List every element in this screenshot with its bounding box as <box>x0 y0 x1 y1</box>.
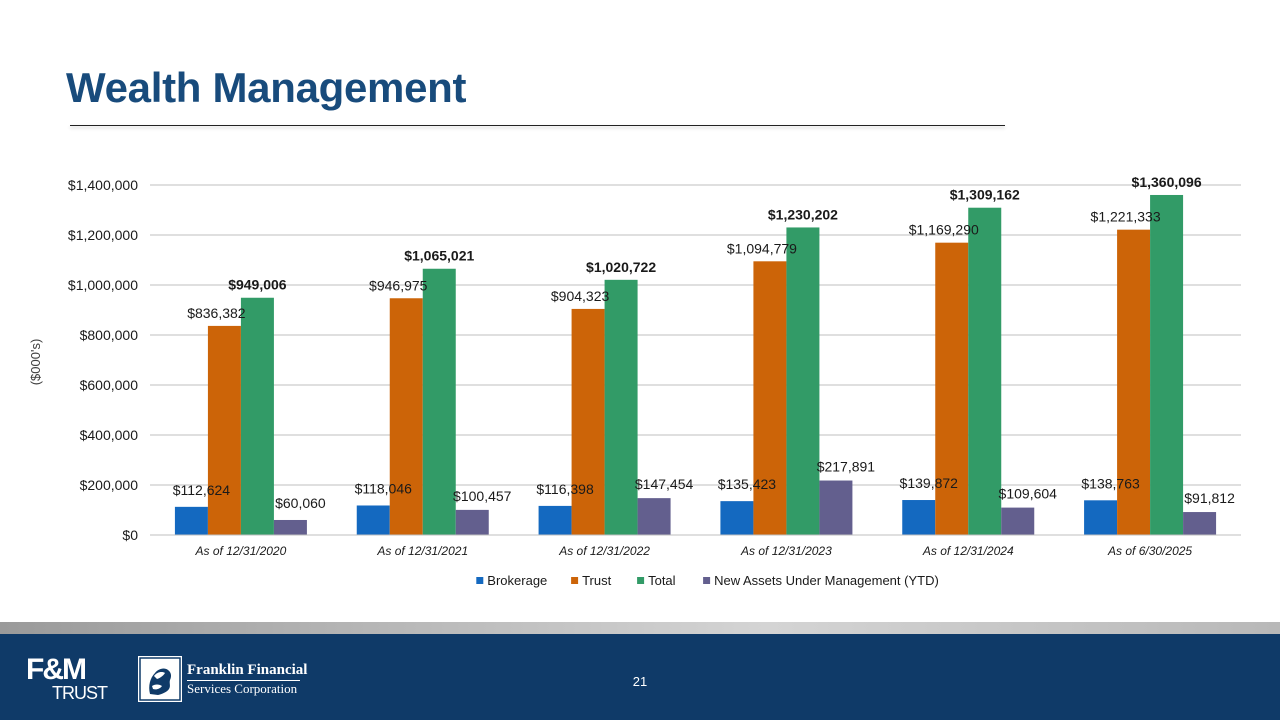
fm-logo-top: F&M <box>26 653 87 686</box>
bar-trust <box>207 325 241 535</box>
legend-label-trust: Trust <box>582 573 612 588</box>
y-tick-label: $1,000,000 <box>68 277 138 293</box>
data-label-trust: $946,975 <box>369 277 428 293</box>
legend: Brokerage Trust Total New Assets Under Mana… <box>476 573 939 588</box>
y-tick-label: $600,000 <box>80 377 139 393</box>
legend-label-total: Total <box>648 573 676 588</box>
legend-label-new-assets-under-management-ytd: New Assets Under Management (YTD) <box>714 573 939 588</box>
data-label-new-assets-under-management-ytd: $91,812 <box>1184 490 1235 506</box>
franklin-logo-rule <box>187 680 300 681</box>
data-label-total: $1,360,096 <box>1132 174 1202 190</box>
data-label-new-assets-under-management-ytd: $217,891 <box>817 459 876 475</box>
data-label-new-assets-under-management-ytd: $60,060 <box>275 495 326 511</box>
legend-swatch-trust <box>571 577 579 584</box>
data-label-new-assets-under-management-ytd: $147,454 <box>635 476 694 492</box>
bar-new-assets-under-management-ytd <box>455 509 489 535</box>
bar-brokerage <box>356 505 390 535</box>
data-label-trust: $1,094,779 <box>727 240 797 256</box>
data-label-brokerage: $139,872 <box>900 475 959 491</box>
footer-band <box>0 622 1280 634</box>
y-axis-title: ($000's) <box>28 339 43 386</box>
bar-brokerage <box>174 506 208 535</box>
bar-brokerage <box>538 505 572 535</box>
bar-total <box>240 297 274 535</box>
page-title: Wealth Management <box>66 64 467 111</box>
data-label-brokerage: $118,046 <box>355 480 413 496</box>
data-label-total: $1,020,722 <box>586 259 656 275</box>
bar-total <box>1150 194 1184 535</box>
page-number: 21 <box>632 674 648 689</box>
bar-brokerage <box>720 501 754 535</box>
bar-new-assets-under-management-ytd <box>637 498 671 535</box>
data-label-brokerage: $138,763 <box>1081 475 1140 491</box>
data-label-brokerage: $112,624 <box>173 482 231 498</box>
franklin-financial-subtitle: Services Corporation <box>187 681 298 696</box>
franklin-emblem-icon <box>138 656 182 702</box>
data-label-total: $949,006 <box>228 277 287 293</box>
bar-total <box>604 279 638 535</box>
x-tick-label: As of 12/31/2022 <box>558 544 650 558</box>
y-tick-label: $200,000 <box>80 477 139 493</box>
fm-trust-logo: F&M TRUST <box>26 653 116 703</box>
x-tick-label: As of 12/31/2020 <box>195 544 287 558</box>
data-label-trust: $1,169,290 <box>909 222 979 238</box>
bar-trust <box>935 242 969 536</box>
y-tick-label: $0 <box>122 527 138 543</box>
x-tick-label: As of 12/31/2023 <box>740 544 832 558</box>
franklin-financial-logo: Franklin Financial Services Corporation <box>187 662 307 696</box>
bar-new-assets-under-management-ytd <box>819 480 853 535</box>
y-tick-label: $1,400,000 <box>68 177 138 193</box>
y-tick-label: $1,200,000 <box>68 227 138 243</box>
bar-brokerage <box>902 500 936 535</box>
legend-swatch-new-assets-under-management-ytd <box>703 577 711 584</box>
data-label-trust: $904,323 <box>551 288 610 304</box>
data-label-total: $1,309,162 <box>950 187 1020 203</box>
data-label-total: $1,230,202 <box>768 206 838 222</box>
x-tick-label: As of 6/30/2025 <box>1107 544 1192 558</box>
data-label-trust: $1,221,333 <box>1091 209 1161 225</box>
bar-brokerage <box>1084 500 1118 535</box>
data-label-trust: $836,382 <box>187 305 246 321</box>
franklin-financial-name: Franklin Financial <box>187 662 308 678</box>
data-labels: $112,624 $836,382 $949,006 $60,060 $118,046 $… <box>173 174 1235 511</box>
footer: F&M TRUST Franklin Financial Services Co… <box>0 634 1280 720</box>
y-tick-label: $400,000 <box>80 427 139 443</box>
bar-trust <box>571 308 605 535</box>
data-label-new-assets-under-management-ytd: $100,457 <box>453 488 512 504</box>
bar-new-assets-under-management-ytd <box>1183 512 1217 535</box>
bar-total <box>968 207 1002 535</box>
data-label-total: $1,065,021 <box>404 248 474 264</box>
bars <box>174 194 1217 536</box>
bar-trust <box>389 298 423 535</box>
axes: $0 $200,000 $400,000 $600,000 $800,000 $1,000… <box>68 177 1241 558</box>
fm-logo-bottom: TRUST <box>52 683 108 703</box>
data-label-brokerage: $116,398 <box>536 481 594 497</box>
legend-swatch-brokerage <box>476 577 484 584</box>
bar-total <box>786 227 820 535</box>
data-label-brokerage: $135,423 <box>718 476 777 492</box>
legend-swatch-total <box>637 577 645 584</box>
bar-total <box>422 268 456 535</box>
bar-trust <box>753 261 787 535</box>
gridlines <box>150 184 1241 486</box>
legend-label-brokerage: Brokerage <box>487 573 547 588</box>
bar-new-assets-under-management-ytd <box>273 519 307 535</box>
title-underline <box>70 125 1005 126</box>
y-tick-label: $800,000 <box>80 327 139 343</box>
data-label-new-assets-under-management-ytd: $109,604 <box>999 486 1058 502</box>
wealth-management-bar-chart: $0 $200,000 $400,000 $600,000 $800,000 $1,000… <box>28 174 1241 588</box>
bar-new-assets-under-management-ytd <box>1001 507 1035 535</box>
bar-trust <box>1117 229 1151 535</box>
x-tick-label: As of 12/31/2024 <box>922 544 1014 558</box>
x-tick-label: As of 12/31/2021 <box>376 544 468 558</box>
